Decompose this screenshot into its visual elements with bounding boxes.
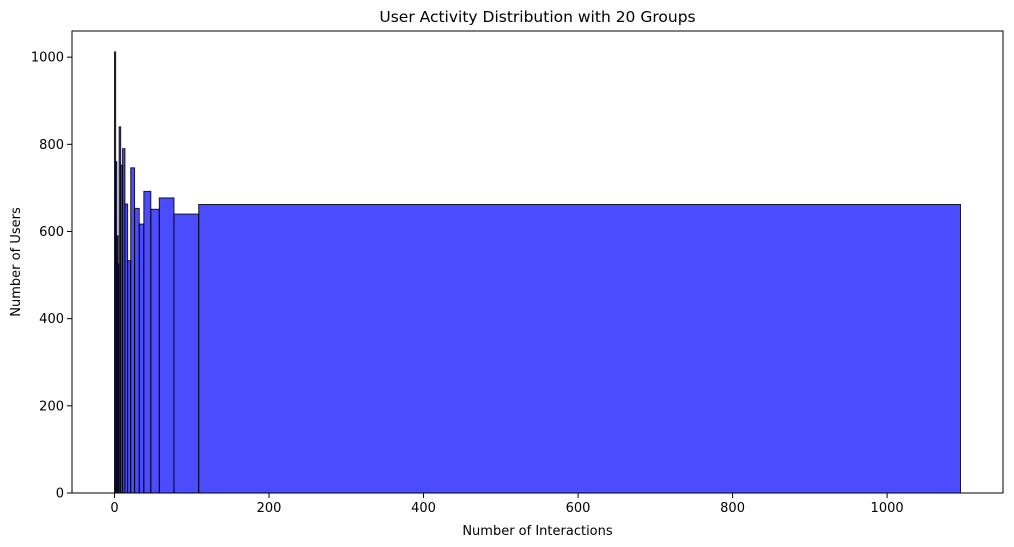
x-tick-label: 1000 [871,501,904,516]
histogram-bar-14 [158,197,175,494]
histogram-bar-12 [143,190,152,494]
y-tick-label: 1000 [31,51,64,66]
y-tick-label: 0 [56,487,64,502]
y-tick-label: 800 [39,138,64,153]
x-tick-label: 0 [110,501,118,516]
histogram-bar-9 [130,167,136,494]
axes-layer: 0 200 400 600 800 1000 0 200 400 600 800 1000 [31,30,1004,516]
x-tick-label: 600 [566,501,591,516]
histogram-bar-13 [150,208,160,494]
histogram-bar-11 [138,223,145,494]
histogram-bar-16 [198,203,962,494]
plot-frame [71,30,1004,494]
chart-title: User Activity Distribution with 20 Group… [379,8,695,26]
x-tick-label: 200 [257,501,282,516]
y-tick-label: 400 [39,312,64,327]
y-tick-label: 200 [39,399,64,414]
x-tick-label: 800 [720,501,745,516]
x-axis-label: Number of Interactions [462,524,613,539]
y-tick-label: 600 [39,225,64,240]
histogram-bar-10 [134,207,140,494]
bars-layer [113,51,962,494]
x-tick-label: 400 [411,501,436,516]
histogram-bar-15 [173,213,200,494]
y-axis-label: Number of Users [9,207,24,317]
